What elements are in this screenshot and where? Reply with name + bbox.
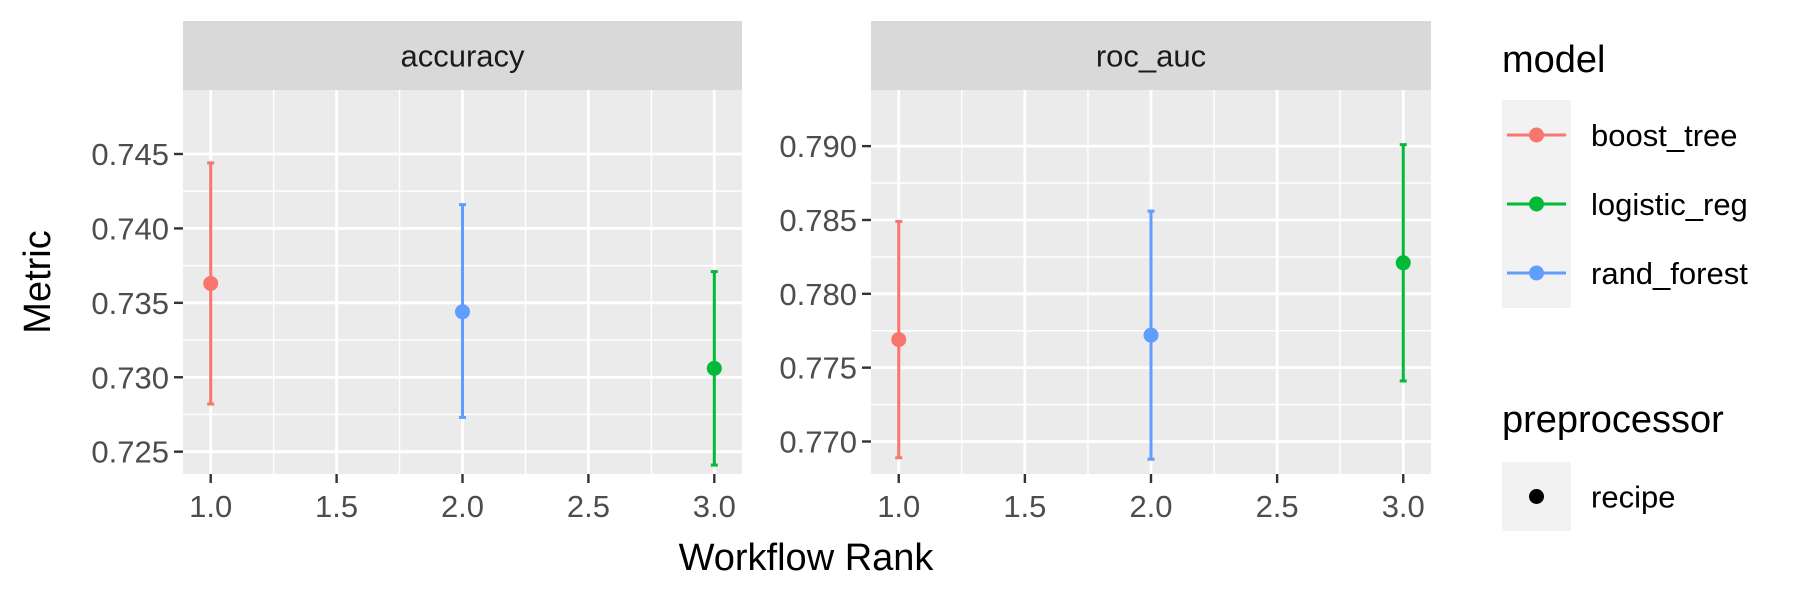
x-tick-label: 2.0 [1129,489,1172,524]
legend-key-point-rand_forest [1529,265,1544,281]
legend-title-preprocessor: preprocessor [1502,399,1724,441]
x-tick-label: 2.0 [441,489,484,524]
y-tick-label: 0.770 [779,425,857,460]
legend-key-point-logistic_reg [1529,196,1544,212]
data-point-rand_forest [455,304,470,320]
facet-panel-accuracy: accuracy 0.725 0.730 0.735 0.740 0.745 1.0 1.5 2… [91,21,742,524]
data-point-boost_tree [891,332,907,348]
x-tick-label: 3.0 [1382,489,1425,524]
x-axis-title: Workflow Rank [679,537,935,579]
legend-label-boost_tree: boost_tree [1591,118,1738,153]
x-tick-label: 1.5 [315,489,358,524]
x-tick-label: 1.5 [1003,489,1046,524]
facet-panels: accuracy 0.725 0.730 0.735 0.740 0.745 1.0 1.5 2… [91,21,1431,524]
y-tick-label: 0.790 [779,129,857,164]
facet-panel-roc_auc: roc_auc 0.770 0.775 0.780 0.785 0.790 1.0 1.5 2.… [779,21,1431,524]
x-tick-label: 1.0 [189,489,232,524]
facet-strip-label: roc_auc [1096,39,1206,74]
y-tick-label: 0.730 [91,360,169,395]
y-tick-label: 0.775 [779,351,857,386]
data-point-logistic_reg [706,360,722,376]
legend-key-point-recipe [1529,489,1544,504]
y-tick-label: 0.745 [91,137,169,172]
y-axis-title: Metric [17,230,59,333]
legend-label-rand_forest: rand_forest [1591,256,1748,291]
data-point-rand_forest [1143,327,1159,343]
y-tick-label: 0.780 [779,277,857,312]
legend-label-recipe: recipe [1591,480,1675,515]
data-point-logistic_reg [1395,255,1411,271]
legend-label-logistic_reg: logistic_reg [1591,187,1748,222]
facet-strip [871,21,1431,90]
y-tick-label: 0.735 [91,286,169,321]
x-tick-label: 2.5 [567,489,610,524]
facet-strip [183,21,742,90]
y-tick-label: 0.725 [91,435,169,470]
legend-title-model: model [1502,39,1606,81]
x-tick-label: 1.0 [877,489,920,524]
data-point-boost_tree [203,275,219,291]
x-tick-label: 3.0 [693,489,736,524]
x-tick-label: 2.5 [1256,489,1299,524]
legend-area: model boost_tree logistic_reg rand_forestpr… [1502,39,1748,531]
y-tick-label: 0.740 [91,211,169,246]
y-tick-label: 0.785 [779,203,857,238]
facet-strip-label: accuracy [400,39,525,74]
legend-key-point-boost_tree [1529,127,1544,143]
